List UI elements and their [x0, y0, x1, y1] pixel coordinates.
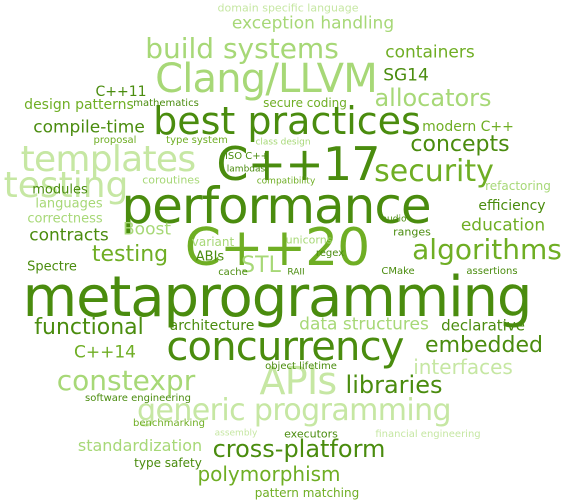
word-object-lifetime: object lifetime: [265, 361, 337, 372]
word-performance: performance: [121, 177, 431, 235]
word-functional: functional: [34, 315, 144, 340]
word-build-systems: build systems: [145, 32, 339, 65]
word-cpp17: C++17: [216, 137, 380, 191]
word-security: security: [374, 154, 494, 189]
word-ranges: ranges: [393, 225, 431, 239]
word-proposal: proposal: [93, 135, 137, 146]
word-cmake: CMake: [381, 266, 415, 277]
word-templates: templates: [20, 139, 197, 180]
word-cpp20: C++20: [184, 218, 370, 278]
word-refactoring: refactoring: [485, 179, 551, 193]
word-benchmarking: benchmarking: [133, 418, 205, 429]
word-correctness: correctness: [27, 211, 103, 227]
word-modern-cpp: modern C++: [422, 119, 514, 135]
word-concurrency: concurrency: [166, 324, 404, 370]
word-modules: modules: [32, 182, 88, 198]
word-stl: STL: [241, 253, 281, 278]
word-architecture: architecture: [169, 318, 255, 334]
word-clang-llvm: Clang/LLVM: [155, 56, 378, 102]
word-abis: ABIs: [195, 249, 225, 265]
word-spectre: Spectre: [27, 259, 77, 275]
word-coroutines: coroutines: [142, 173, 200, 187]
word-generic-programming: generic programming: [137, 393, 452, 428]
word-boost: Boost: [123, 219, 171, 240]
word-pattern-matching: pattern matching: [254, 486, 360, 500]
word-standardization: standardization: [77, 436, 203, 455]
word-design-patterns: design patterns: [24, 97, 134, 113]
word-data-structures: data structures: [299, 314, 429, 335]
word-lambdas: lambdas: [226, 164, 266, 175]
word-class-design: class design: [255, 137, 311, 148]
word-raii: RAII: [287, 267, 305, 278]
word-sg14: SG14: [383, 65, 429, 86]
word-contracts: contracts: [29, 225, 109, 246]
word-variant: variant: [191, 235, 235, 249]
word-constexpr: constexpr: [56, 364, 196, 397]
word-libraries: libraries: [345, 371, 443, 399]
word-polymorphism: polymorphism: [197, 462, 341, 486]
word-cpp14: C++14: [74, 342, 136, 363]
word-assembly: assembly: [214, 428, 258, 439]
word-secure-coding: secure coding: [263, 96, 347, 110]
word-cache: cache: [218, 267, 248, 278]
word-efficiency: efficiency: [478, 198, 546, 214]
word-cross-platform: cross-platform: [212, 435, 386, 463]
word-interfaces: interfaces: [413, 355, 513, 379]
word-allocators: allocators: [374, 84, 492, 112]
word-cpp11: C++11: [95, 84, 147, 100]
word-mathematics: mathematics: [133, 98, 199, 109]
word-testing-top: testing: [3, 165, 129, 206]
word-iso-cpp: ISO C++: [224, 151, 270, 162]
word-compile-time: compile-time: [33, 117, 145, 138]
word-type-system: type system: [166, 135, 228, 146]
word-apis: APIs: [259, 359, 338, 403]
word-domain-specific-language: domain specific language: [217, 1, 359, 15]
word-regex: regex: [315, 248, 345, 259]
word-concepts: concepts: [410, 132, 510, 157]
word-assertions: assertions: [466, 266, 518, 277]
word-testing: testing: [91, 242, 169, 267]
word-algorithms: algorithms: [412, 233, 562, 266]
word-audio: audio: [381, 214, 407, 225]
word-containers: containers: [385, 42, 475, 63]
word-education: education: [460, 215, 546, 236]
word-embedded: embedded: [425, 333, 543, 358]
word-metaprogramming: metaprogramming: [22, 265, 533, 330]
word-unicorns: unicorns: [285, 233, 333, 247]
word-financial-engineering: financial engineering: [375, 429, 481, 440]
word-declarative: declarative: [441, 316, 525, 335]
word-languages: languages: [35, 196, 103, 212]
word-best-practices: best practices: [153, 99, 421, 143]
word-software-engineering: software engineering: [85, 393, 191, 404]
word-exception-handling: exception handling: [231, 13, 395, 34]
word-compatibility: compatibility: [256, 176, 316, 187]
word-executors: executors: [284, 427, 338, 441]
word-type-safety: type safety: [134, 456, 202, 470]
